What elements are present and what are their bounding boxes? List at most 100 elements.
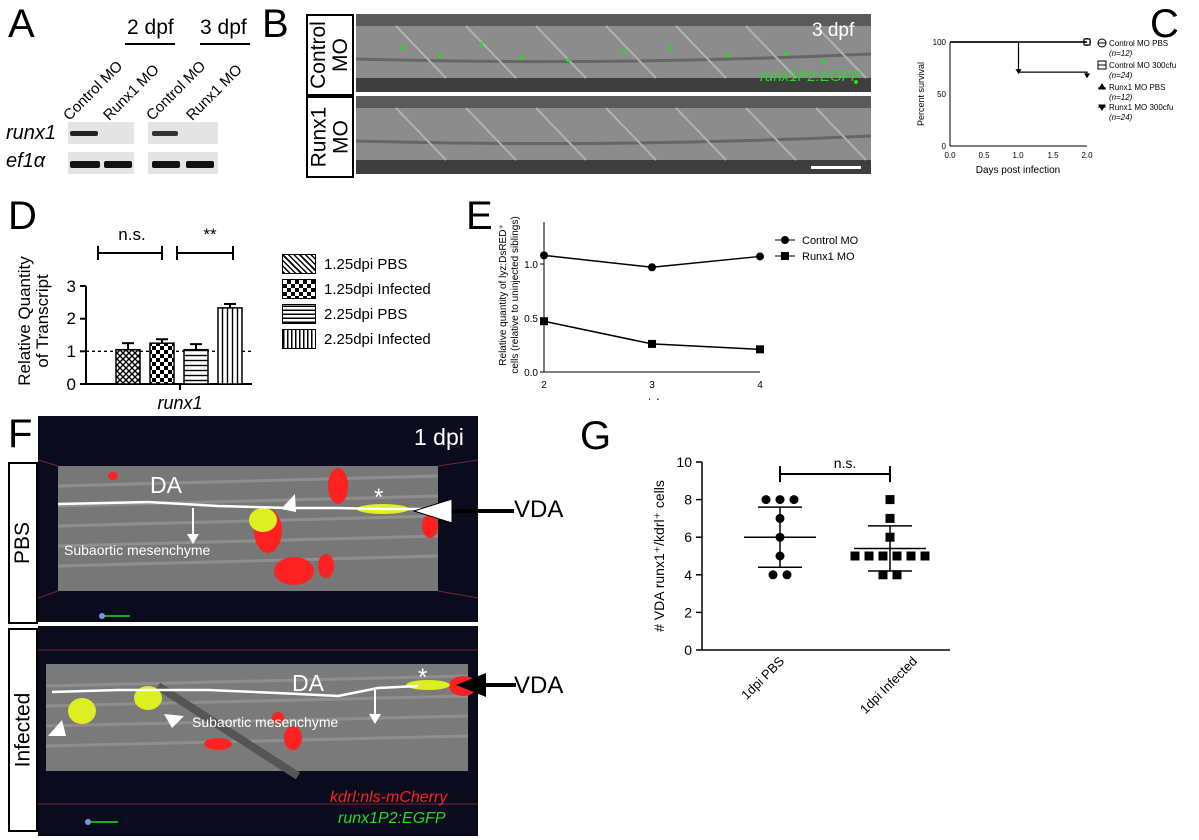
data-point: [906, 551, 916, 561]
y-tick-label: 0: [942, 142, 947, 151]
panel-c-letter: C: [1150, 2, 1179, 46]
confocal-image-pbs: [38, 416, 478, 622]
x-axis-label: Days post infection: [976, 165, 1061, 176]
panel-g-letter: G: [580, 414, 612, 458]
legend-n: (n=24): [1109, 71, 1133, 80]
vda-arrow-infected: [456, 673, 516, 697]
data-point: [885, 495, 895, 505]
legend-entry: Runx1 MO PBS: [1109, 83, 1165, 92]
data-point: [878, 570, 888, 580]
x-tick-label: 1.0: [1012, 151, 1024, 160]
legend-swatch: [282, 254, 316, 274]
x-tick-label: 3: [649, 380, 655, 391]
row-label-pbs: PBS: [8, 462, 38, 624]
bar: [217, 307, 243, 385]
arrow-down-icon: [369, 714, 381, 724]
panel-d-letter: D: [8, 194, 37, 238]
vda-arrow-pbs: [412, 498, 514, 524]
brightfield-image-control: [356, 14, 871, 92]
legend-entry: 1.25dpi PBS: [282, 254, 407, 274]
data-point: [782, 570, 792, 580]
sig-label: n.s.: [118, 225, 145, 244]
x-tick-label: 2: [541, 380, 547, 391]
y-tick-label: 4: [684, 567, 692, 583]
panel-e-letter: E: [466, 194, 493, 238]
sig-bracket: [779, 466, 891, 482]
y-axis-label: Percent survival: [916, 62, 926, 126]
x-tick-label: 2.0: [1081, 151, 1093, 160]
confocal-image-infected: [38, 626, 478, 836]
sig-label: **: [203, 225, 217, 244]
y-axis-label: cells (relative to uninjected siblings): [510, 216, 521, 373]
legend-n: (n=12): [1109, 93, 1133, 102]
legend-entry: Runx1 MO: [802, 251, 855, 263]
legend-entry: Control MO 300cfu: [1109, 61, 1176, 70]
y-axis-label: Relative quantity of lyz:DsRED⁺: [498, 224, 509, 365]
data-point: [756, 252, 764, 261]
region-label: Subaortic mesenchyme: [192, 714, 339, 730]
x-axis-label: dpf: [645, 398, 659, 400]
censor-marker: [1084, 73, 1090, 79]
y-tick-label: 6: [684, 529, 692, 545]
data-point: [648, 339, 656, 348]
group-bracket: [200, 43, 250, 45]
data-point: [756, 345, 764, 354]
arrowhead-icon: [164, 714, 184, 728]
data-point: [789, 495, 799, 505]
y-tick-label: 1: [67, 342, 76, 361]
reporter-label-b: runx1P2:EGFP: [760, 68, 861, 85]
data-point: [920, 551, 930, 561]
scale-bar: [811, 166, 861, 169]
stage-label-f: 1 dpi: [414, 424, 464, 450]
data-point: [775, 495, 785, 505]
sig-bracket: [97, 246, 163, 260]
y-tick-label: 100: [933, 38, 947, 47]
x-tick-label: 1dpi PBS: [738, 653, 787, 702]
arrowhead-icon: [48, 720, 66, 736]
data-point: [540, 317, 548, 326]
data-point: [768, 570, 778, 580]
legend-entry: Control MO PBS: [1109, 39, 1168, 48]
legend-swatch: [282, 304, 316, 324]
panel-a-letter: A: [8, 2, 35, 46]
y-axis-label: # VDA runx1⁺/kdrl⁺ cells: [651, 480, 667, 632]
y-tick-label: 2: [684, 604, 692, 620]
lyz-line-chart: Relative quantity of lyz:DsRED⁺ cells (r…: [498, 216, 859, 400]
legend: Control MO PBS (n=12) Control MO 300cfu …: [1097, 38, 1176, 122]
group-label-3dpf: 3 dpf: [200, 16, 247, 39]
reporter-label-green: runx1P2:EGFP: [338, 810, 446, 827]
data-point: [864, 551, 874, 561]
x-tick-label: 4: [757, 380, 763, 391]
region-label: Subaortic mesenchyme: [64, 542, 211, 558]
y-tick-label: 0: [67, 375, 76, 394]
panel-b-letter: B: [262, 2, 289, 46]
western-blot-image: [68, 122, 218, 174]
panel-f-letter: F: [8, 412, 33, 456]
bar: [183, 348, 209, 385]
y-tick-label: 10: [676, 454, 692, 470]
arrow-left-icon: [456, 673, 486, 697]
x-axis-label: runx1: [157, 393, 202, 413]
data-point: [850, 551, 860, 561]
row-label-runx1-mo: Runx1 MO: [306, 96, 354, 178]
arrowhead-icon: [281, 494, 296, 512]
data-point: [892, 551, 902, 561]
data-point: [892, 570, 902, 580]
arrow-down-icon: [187, 534, 199, 544]
data-point: [885, 513, 895, 523]
group-label-2dpf: 2 dpf: [127, 16, 174, 39]
vessel-label-da: DA: [150, 472, 182, 498]
asterisk-marker: *: [374, 484, 384, 511]
data-point: [648, 263, 656, 272]
bar: [115, 348, 141, 385]
y-axis-label: of Transcript: [33, 274, 52, 368]
vda-label: VDA: [514, 496, 564, 523]
legend-entry: Runx1 MO 300cfu: [1109, 103, 1173, 112]
y-tick-label: 3: [67, 277, 76, 296]
qpcr-bar-chart: Relative Quantity of Transcript 0 1 2 3 …: [15, 225, 252, 413]
x-tick-label: 1.5: [1047, 151, 1059, 160]
asterisk-marker: *: [418, 664, 428, 691]
data-point: [761, 495, 771, 505]
x-tick-label: 0.0: [944, 151, 956, 160]
y-tick-label: 0: [684, 642, 692, 658]
